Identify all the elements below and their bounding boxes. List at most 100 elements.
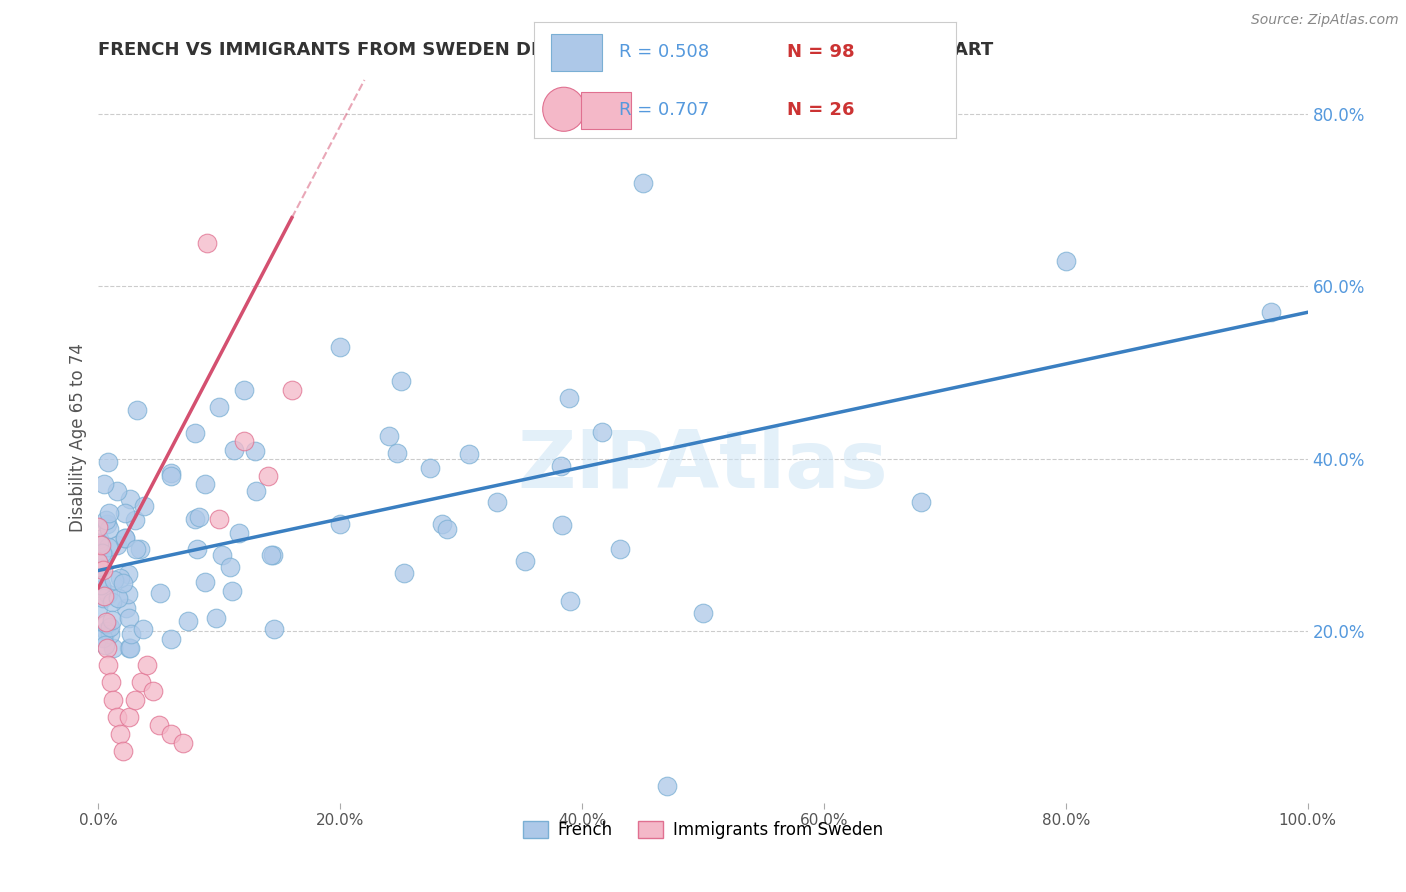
Point [117,567,139,582]
Point [129,542,152,557]
Point [551,517,574,532]
Point [560,593,582,607]
Point [97,455,120,469]
Point [188,509,211,524]
Point [100,675,122,690]
Point [160,466,183,480]
Point [550,459,572,474]
Point [105,538,128,552]
Point [101,640,124,655]
Point [419,461,441,475]
Point [910,494,932,508]
Point [260,548,283,562]
Point [127,403,149,417]
Point [90,577,112,591]
Point [108,727,131,741]
Point [87,560,110,574]
Point [1054,253,1077,268]
Point [184,511,207,525]
Point [114,531,136,545]
Point [111,576,134,591]
Point [692,607,714,621]
Point [107,483,129,498]
Point [97,658,120,673]
Point [93,589,115,603]
Point [142,684,165,698]
Text: Source: ZipAtlas.com: Source: ZipAtlas.com [1251,13,1399,28]
Legend: French, Immigrants from Sweden: French, Immigrants from Sweden [516,814,890,846]
Point [486,494,509,508]
Point [591,425,613,439]
Point [91,564,114,578]
Point [90,561,112,575]
Point [172,735,194,749]
Point [134,499,156,513]
Point [115,601,138,615]
Point [87,555,110,569]
Point [90,546,112,560]
Point [118,710,141,724]
Point [100,620,122,634]
Bar [551,34,602,71]
Point [120,627,142,641]
Point [89,536,111,550]
Point [101,692,124,706]
Point [177,615,200,629]
Point [436,522,458,536]
Point [160,468,183,483]
Point [263,623,285,637]
Point [148,586,170,600]
Point [281,383,304,397]
Point [96,640,118,655]
Point [110,571,132,585]
Point [194,574,217,589]
Point [329,517,352,532]
Point [97,540,120,554]
Point [94,616,117,631]
Point [204,611,226,625]
Text: N = 98: N = 98 [787,44,855,62]
Point [432,517,454,532]
Point [93,591,115,606]
Point [96,517,118,532]
Point [124,692,146,706]
Point [256,468,278,483]
Point [221,583,243,598]
Point [103,574,125,588]
Point [90,582,112,597]
Point [93,476,115,491]
Point [195,236,218,251]
Point [125,542,148,557]
Point [101,613,124,627]
Point [219,559,242,574]
Point [97,587,120,601]
Point [91,547,114,561]
Point [232,383,254,397]
Point [228,525,250,540]
Point [120,640,142,655]
Point [94,514,117,528]
Point [224,443,246,458]
Point [111,744,134,758]
Ellipse shape [543,87,585,131]
Point [129,675,152,690]
Point [609,541,631,556]
Point [87,520,110,534]
Point [101,595,124,609]
Point [378,429,401,443]
Point [513,554,536,568]
Point [160,632,183,647]
Point [98,522,121,536]
Text: ZIPAtlas: ZIPAtlas [517,427,889,506]
Text: FRENCH VS IMMIGRANTS FROM SWEDEN DISABILITY AGE 65 TO 74 CORRELATION CHART: FRENCH VS IMMIGRANTS FROM SWEDEN DISABIL… [98,41,994,59]
Point [120,492,142,507]
Point [132,622,155,636]
Point [107,591,129,605]
Point [90,538,112,552]
Text: R = 0.508: R = 0.508 [619,44,709,62]
Point [148,718,170,732]
Point [98,627,121,641]
Point [208,400,231,414]
Point [389,374,412,388]
Point [458,447,481,461]
